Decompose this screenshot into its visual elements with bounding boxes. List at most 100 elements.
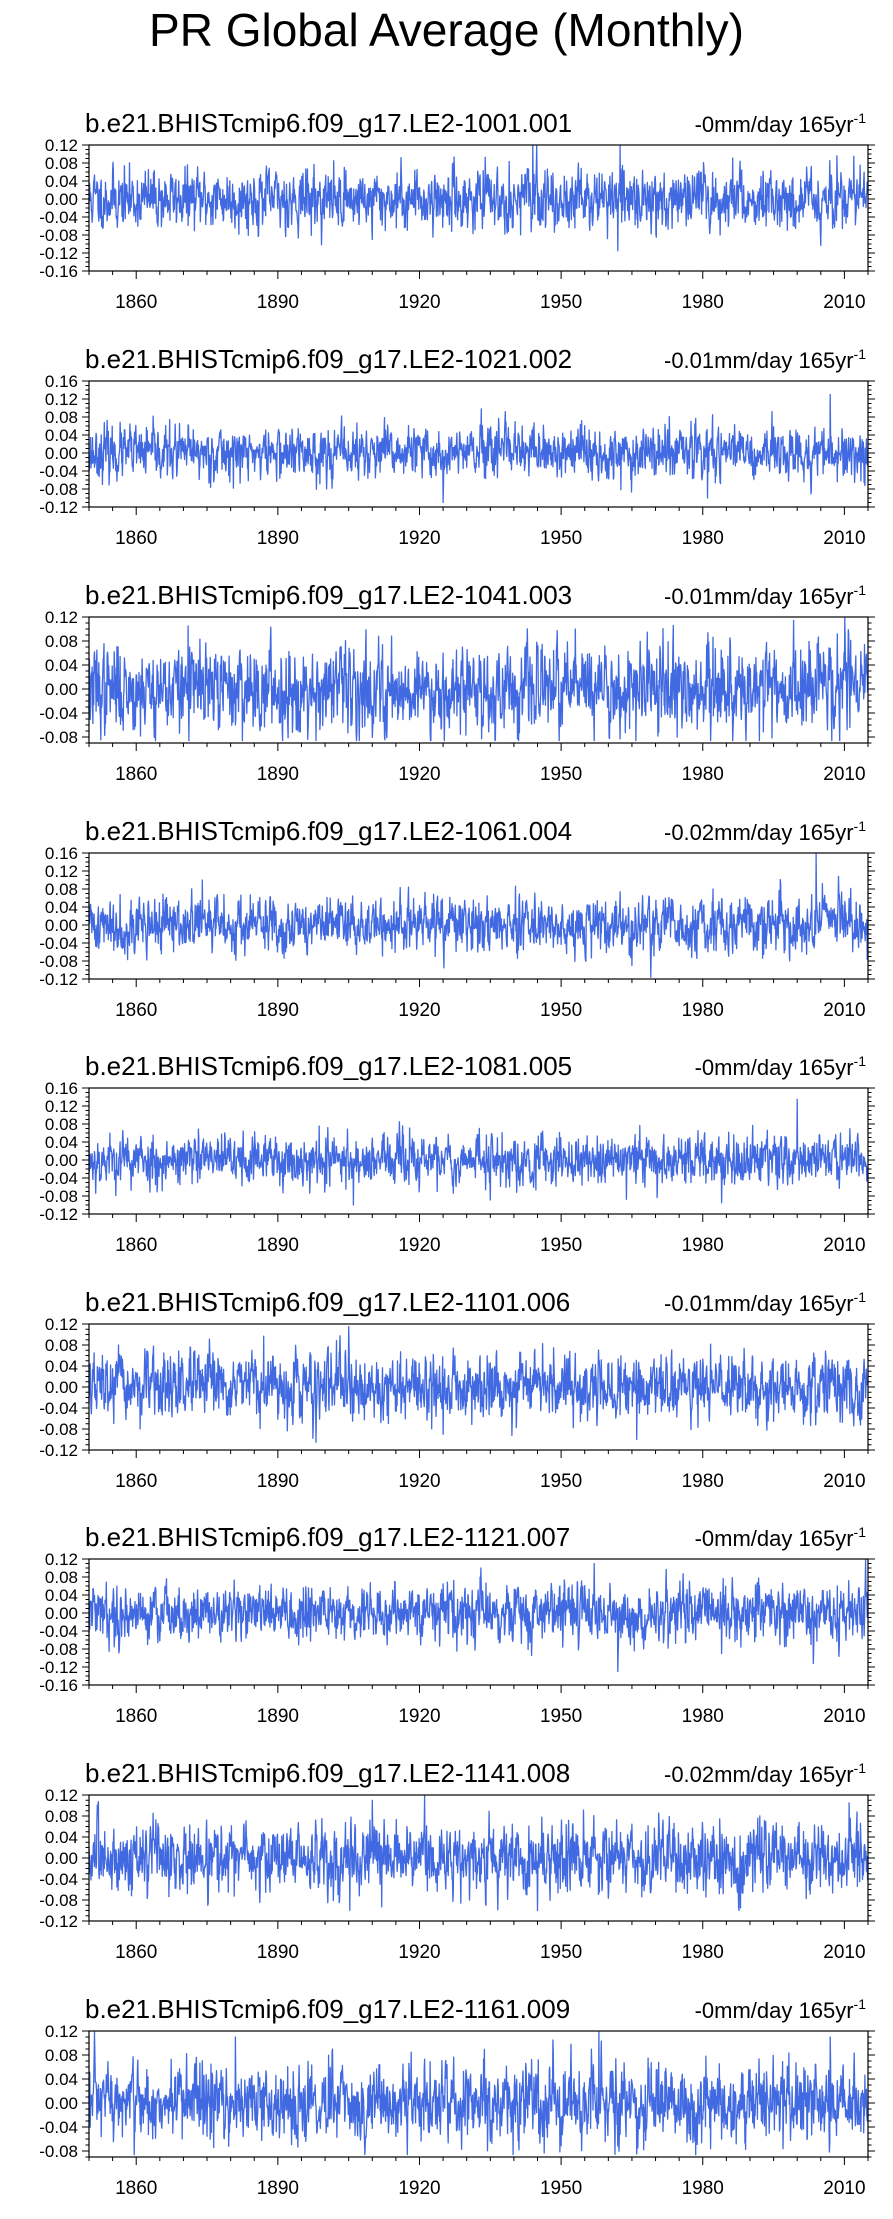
x-tick-label: 1860 (115, 1000, 157, 1021)
x-tick-label: 1950 (540, 292, 582, 313)
x-tick-label: 2010 (823, 1000, 865, 1021)
x-tick-label: 1920 (398, 764, 440, 785)
y-tick-label: 0.00 (45, 916, 78, 935)
x-tick-label: 1920 (398, 1471, 440, 1492)
x-tick-label: 1920 (398, 1235, 440, 1256)
y-tick-label: 0.08 (45, 1115, 78, 1134)
y-tick-label: 0.00 (45, 1849, 78, 1868)
y-tick-label: -0.08 (39, 480, 78, 499)
y-tick-label: 0.08 (45, 408, 78, 427)
y-tick-label: -0.08 (39, 1420, 78, 1439)
series-line (88, 1325, 869, 1443)
trend-exponent: -1 (854, 582, 867, 598)
x-tick-label: 1890 (257, 2178, 299, 2199)
trend-exponent: -1 (854, 1053, 867, 1069)
y-tick-label: -0.08 (39, 728, 78, 747)
y-tick-label: 0.08 (45, 1568, 78, 1587)
plot-frame (88, 2030, 869, 2158)
x-tick-label: 1980 (682, 1942, 724, 1963)
chart-panel-1: b.e21.BHISTcmip6.f09_g17.LE2-1001.001 -0m… (39, 108, 875, 313)
x-tick-label: 1950 (540, 1471, 582, 1492)
chart-panel-5: b.e21.BHISTcmip6.f09_g17.LE2-1081.005 -0m… (39, 1051, 875, 1256)
y-tick-label: -0.16 (39, 262, 78, 281)
y-tick-label: -0.12 (39, 1658, 78, 1677)
y-tick-label: 0.12 (45, 1315, 78, 1334)
x-tick-label: 1980 (682, 764, 724, 785)
x-tick-label: 1860 (115, 1706, 157, 1727)
y-tick-label: 0.16 (45, 1079, 78, 1098)
x-tick-label: 1920 (398, 1706, 440, 1727)
trend-exponent: -1 (854, 1760, 867, 1776)
trend-unit: mm/day 165yr (714, 112, 853, 137)
series-line (88, 1795, 869, 1912)
trend-unit: mm/day 165yr (714, 584, 853, 609)
x-tick-label: 1860 (115, 764, 157, 785)
x-tick-label: 1950 (540, 2178, 582, 2199)
trend-value: -0 (695, 1526, 715, 1551)
trend-label: -0.02mm/day 165yr-1 (664, 1760, 866, 1787)
y-tick-label: -0.08 (39, 2142, 78, 2161)
y-tick-label: 0.12 (45, 1786, 78, 1805)
y-tick-label: 0.12 (45, 1550, 78, 1569)
y-tick-label: 0.04 (45, 2070, 78, 2089)
trend-value: -0.02 (664, 820, 714, 845)
y-tick-label: 0.04 (45, 1357, 78, 1376)
x-tick-label: 1980 (682, 1706, 724, 1727)
x-tick-label: 2010 (823, 528, 865, 549)
y-tick-label: 0.12 (45, 1097, 78, 1116)
x-tick-label: 1890 (257, 1000, 299, 1021)
x-tick-label: 1980 (682, 1235, 724, 1256)
x-tick-label: 2010 (823, 2178, 865, 2199)
x-tick-label: 1890 (257, 1471, 299, 1492)
y-tick-label: -0.04 (39, 1622, 78, 1641)
chart-panel-6: b.e21.BHISTcmip6.f09_g17.LE2-1101.006 -0.… (39, 1287, 875, 1492)
trend-label: -0.02mm/day 165yr-1 (664, 818, 866, 845)
y-tick-label: -0.12 (39, 244, 78, 263)
panel-title: b.e21.BHISTcmip6.f09_g17.LE2-1121.007 (85, 1522, 570, 1552)
trend-value: -0.01 (664, 584, 714, 609)
y-tick-label: -0.12 (39, 1441, 78, 1460)
trend-label: -0mm/day 165yr-1 (695, 1524, 867, 1551)
x-tick-label: 1890 (257, 292, 299, 313)
x-tick-label: 2010 (823, 764, 865, 785)
y-tick-label: 0.00 (45, 444, 78, 463)
series-line (88, 393, 869, 504)
y-tick-label: 0.00 (45, 1151, 78, 1170)
chart-panel-4: b.e21.BHISTcmip6.f09_g17.LE2-1061.004 -0.… (39, 816, 875, 1021)
x-tick-label: 2010 (823, 1942, 865, 1963)
series-line (88, 1098, 869, 1206)
y-tick-label: 0.12 (45, 136, 78, 155)
x-tick-label: 1890 (257, 528, 299, 549)
x-tick-label: 1980 (682, 528, 724, 549)
panel-title: b.e21.BHISTcmip6.f09_g17.LE2-1101.006 (85, 1287, 570, 1317)
x-tick-label: 1890 (257, 1942, 299, 1963)
y-tick-label: 0.00 (45, 2094, 78, 2113)
trend-value: -0.01 (664, 1291, 714, 1316)
x-tick-label: 2010 (823, 1471, 865, 1492)
trend-unit: mm/day 165yr (714, 1998, 853, 2023)
trend-label: -0.01mm/day 165yr-1 (664, 346, 866, 373)
panel-title: b.e21.BHISTcmip6.f09_g17.LE2-1001.001 (85, 108, 572, 138)
page-title: PR Global Average (Monthly) (149, 4, 744, 56)
y-tick-label: 0.00 (45, 190, 78, 209)
y-tick-label: -0.12 (39, 1912, 78, 1931)
series-line (88, 1559, 869, 1673)
y-tick-label: 0.04 (45, 1586, 78, 1605)
x-tick-label: 1860 (115, 292, 157, 313)
x-tick-label: 1890 (257, 764, 299, 785)
y-tick-label: -0.08 (39, 952, 78, 971)
series-line (88, 2031, 869, 2156)
trend-unit: mm/day 165yr (714, 820, 853, 845)
x-tick-label: 2010 (823, 1235, 865, 1256)
x-tick-label: 2010 (823, 1706, 865, 1727)
y-tick-label: 0.08 (45, 632, 78, 651)
y-tick-label: 0.04 (45, 1133, 78, 1152)
panel-title: b.e21.BHISTcmip6.f09_g17.LE2-1161.009 (85, 1994, 570, 2024)
y-tick-label: -0.12 (39, 498, 78, 517)
x-tick-label: 2010 (823, 292, 865, 313)
chart-panel-2: b.e21.BHISTcmip6.f09_g17.LE2-1021.002 -0.… (39, 344, 875, 549)
y-tick-label: 0.12 (45, 2022, 78, 2041)
y-tick-label: 0.12 (45, 862, 78, 881)
panel-title: b.e21.BHISTcmip6.f09_g17.LE2-1021.002 (85, 344, 572, 374)
x-tick-label: 1950 (540, 1706, 582, 1727)
